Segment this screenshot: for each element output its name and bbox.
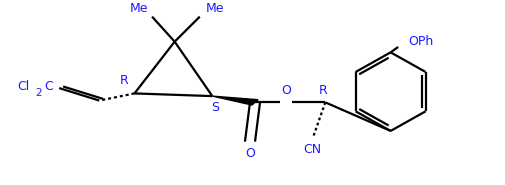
Text: Me: Me bbox=[130, 2, 149, 15]
Text: S: S bbox=[211, 101, 219, 114]
Text: 2: 2 bbox=[35, 88, 42, 98]
Text: Me: Me bbox=[206, 2, 224, 15]
Text: R: R bbox=[120, 74, 129, 88]
Text: C: C bbox=[44, 80, 53, 93]
Polygon shape bbox=[212, 96, 258, 105]
Text: Cl: Cl bbox=[18, 80, 30, 93]
Text: O: O bbox=[245, 147, 255, 160]
Text: R: R bbox=[319, 84, 327, 97]
Text: OPh: OPh bbox=[408, 35, 433, 48]
Text: CN: CN bbox=[304, 143, 322, 156]
Text: O: O bbox=[282, 84, 291, 97]
